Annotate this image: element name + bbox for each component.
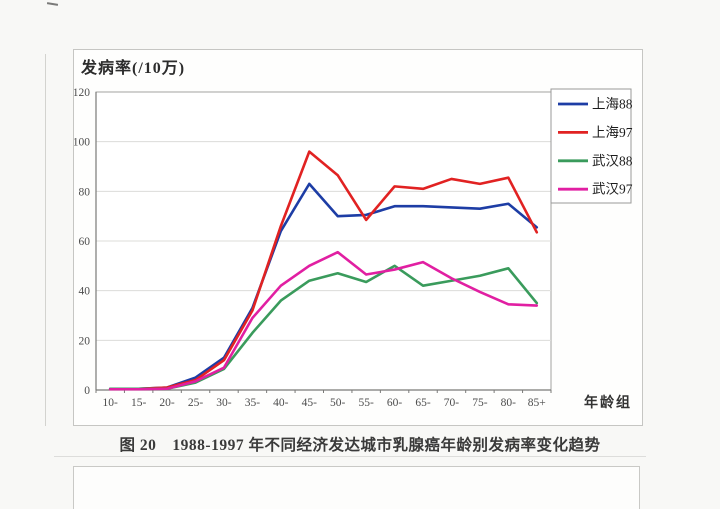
x-tick-label: 55- (358, 397, 374, 409)
section-divider-line (54, 456, 646, 457)
x-tick-label: 80- (501, 397, 517, 409)
y-tick-label: 60 (79, 236, 91, 248)
x-tick-label: 75- (472, 397, 488, 409)
figure-frame: 发病率(/10万) 0 20 40 60 80 100 120 10- 15- 20- 25- 30-… (73, 49, 643, 426)
legend-label: 武汉88 (592, 153, 633, 168)
x-tick-label: 65- (415, 397, 431, 409)
x-tick-label: 70- (444, 397, 460, 409)
series-line-武汉97 (108, 250, 539, 391)
page-edge-shadow (45, 54, 46, 426)
legend-label: 武汉97 (592, 182, 633, 197)
legend-label: 上海88 (592, 97, 633, 112)
scan-artifact-mark (46, 2, 59, 6)
x-tick-label: 30- (216, 397, 232, 409)
y-tick-label: 20 (79, 335, 91, 347)
x-tick-label: 15- (131, 397, 147, 409)
x-axis-title: 年龄组 (584, 396, 632, 411)
y-axis-title: 发病率(/10万) (81, 60, 186, 77)
x-tick-label: 85+ (528, 397, 546, 409)
next-figure-frame-cutoff (73, 466, 640, 509)
x-tick-label: 50- (330, 397, 346, 409)
figure-caption: 图 20 1988-1997 年不同经济发达城市乳腺癌年龄别发病率变化趋势 (119, 437, 601, 454)
incidence-line-chart: 0 20 40 60 80 100 120 10- 15- 20- 25- 30- 35- 40- 45- 5… (74, 87, 633, 409)
y-tick-label: 40 (79, 286, 91, 298)
x-tick-label: 45- (302, 397, 318, 409)
legend-box (550, 88, 632, 204)
x-tick-label: 20- (159, 397, 175, 409)
y-tick-label: 0 (84, 385, 90, 397)
x-tick-label: 35- (245, 397, 261, 409)
x-tick-label: 25- (188, 397, 204, 409)
legend-label: 上海97 (592, 125, 633, 140)
x-tick-label: 40- (273, 397, 289, 409)
x-tick-label: 10- (103, 397, 119, 409)
x-tick-label: 60- (387, 397, 403, 409)
y-tick-label: 100 (74, 137, 90, 149)
y-tick-label: 120 (74, 87, 90, 99)
y-tick-label: 80 (79, 186, 91, 198)
